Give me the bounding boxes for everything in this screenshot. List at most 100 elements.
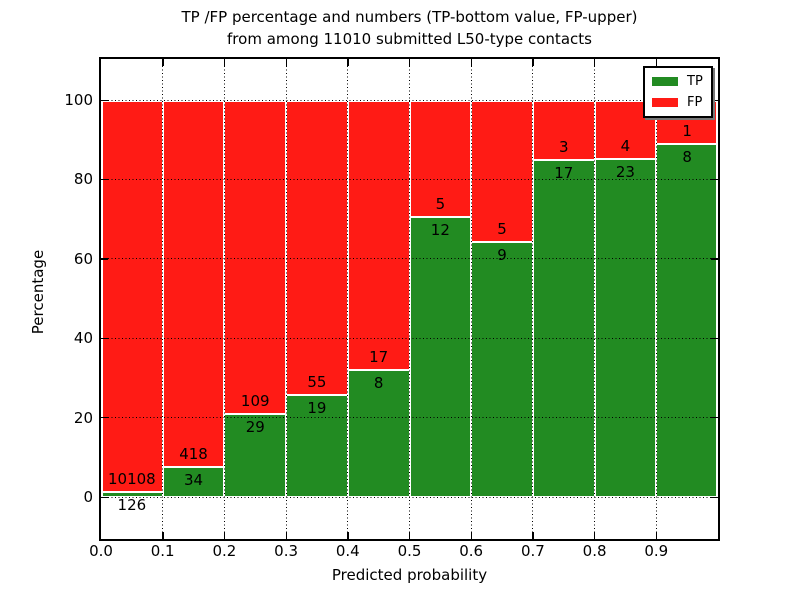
gridline-horizontal [101, 337, 718, 339]
tick-mark [655, 532, 658, 539]
tick-mark [711, 178, 718, 181]
tick-mark [285, 59, 287, 66]
bar-tp-count-label: 8 [682, 148, 692, 167]
tick-mark [101, 99, 108, 101]
plot-area: 10108 126 418 34 109 29 55 19 17 8 5 12 5 9 3 17 4 23 1 8 [99, 57, 720, 541]
bar-tp-segment [162, 467, 225, 497]
y-tick-label: 40 [73, 329, 93, 348]
bar-fp-count-label: 418 [179, 445, 208, 464]
tick-mark [594, 59, 596, 66]
tick-mark [347, 59, 349, 66]
tick-mark [285, 532, 287, 539]
tick-mark [711, 99, 718, 101]
bar-fp-segment [162, 100, 225, 468]
bar-tp-count-label: 29 [245, 417, 265, 436]
bar-fp-count-label: 4 [620, 136, 631, 155]
y-tick-label: 20 [73, 408, 93, 427]
bar-edge [594, 157, 657, 160]
bar-tp-segment [347, 369, 410, 497]
x-axis-label: Predicted probability [331, 566, 488, 584]
bar-edge [101, 100, 103, 497]
bar-edge [532, 158, 595, 161]
bar-fp-segment [286, 100, 348, 396]
gridline-vertical [162, 59, 164, 539]
legend-label-fp: FP [687, 95, 703, 110]
gridline-vertical [655, 59, 657, 539]
gridline-horizontal [101, 417, 718, 419]
bar-fp-segment [532, 100, 595, 160]
bar-fp-count-label: 5 [435, 194, 446, 213]
gridline-horizontal [101, 178, 718, 180]
bar-tp-count-label: 19 [307, 399, 327, 418]
bar-fp-count-label: 3 [558, 137, 569, 156]
y-tick-label: 60 [73, 249, 93, 268]
bar-edge [656, 143, 718, 146]
bar-fp-segment [347, 100, 410, 370]
bar-edge [471, 240, 533, 243]
x-tick-label: 0.6 [459, 542, 484, 560]
tick-mark [470, 532, 473, 539]
tick-mark [101, 258, 108, 260]
tick-mark [711, 417, 718, 419]
tick-mark [162, 59, 164, 66]
tick-mark [409, 532, 411, 539]
tick-mark [711, 496, 718, 498]
tick-mark [532, 59, 534, 66]
y-axis-label: Percentage [29, 249, 47, 335]
tick-mark [594, 532, 596, 539]
tick-mark [101, 178, 108, 181]
bar-tp-segment [409, 216, 472, 497]
gridline-vertical [409, 59, 410, 539]
fp-color-swatch [652, 98, 678, 107]
tick-mark [101, 417, 108, 419]
bar-fp-segment [471, 100, 533, 242]
bar-fp-count-label: 10108 [108, 470, 156, 489]
bar-fp-segment [224, 100, 287, 414]
tick-mark [223, 59, 226, 66]
gridline-vertical [470, 59, 472, 539]
tick-mark [101, 496, 108, 498]
tick-mark [711, 258, 718, 260]
gridline-horizontal [101, 258, 718, 260]
tick-mark [711, 337, 718, 340]
bar-fp-segment [409, 100, 472, 217]
bar-tp-segment [101, 492, 163, 497]
tick-mark [409, 59, 411, 66]
chart-title-line2: from among 11010 submitted L50-type cont… [227, 30, 592, 48]
tick-mark [655, 59, 658, 66]
bar-tp-segment [656, 144, 718, 497]
gridline-horizontal [101, 99, 718, 101]
x-tick-label: 0.5 [397, 542, 422, 560]
legend-entry-tp: TP [652, 73, 711, 90]
bar-tp-count-label: 12 [430, 220, 450, 239]
tick-mark [532, 532, 534, 539]
x-tick-label: 0.9 [644, 542, 669, 560]
gridline-vertical [285, 59, 287, 539]
y-tick-label: 80 [73, 170, 93, 189]
bar-tp-count-label: 8 [373, 373, 384, 392]
gridline-vertical [347, 59, 349, 539]
gridline-vertical [223, 59, 225, 539]
chart-title: TP /FP percentage and numbers (TP-bottom… [101, 6, 718, 50]
bar-edge [716, 100, 718, 497]
bar-tp-segment [594, 158, 657, 497]
y-tick-label: 100 [64, 91, 93, 109]
x-tick-label: 0.0 [89, 542, 113, 560]
tick-mark [470, 59, 473, 66]
tick-mark [223, 532, 226, 539]
bar-tp-count-label: 17 [554, 163, 574, 182]
bar-edge [101, 491, 163, 494]
bar-fp-count-label: 17 [369, 347, 389, 366]
bar-edge [409, 215, 472, 218]
legend: TP FP [643, 66, 713, 118]
bar-tp-count-label: 23 [615, 162, 635, 181]
bar-fp-segment [101, 100, 163, 493]
tick-mark [101, 337, 108, 340]
gridline-horizontal [101, 496, 718, 498]
bar-tp-segment [286, 395, 348, 497]
bar-tp-segment [471, 241, 533, 497]
x-tick-label: 0.3 [274, 542, 299, 560]
x-tick-label: 0.8 [582, 542, 607, 560]
gridline-vertical [532, 59, 534, 539]
